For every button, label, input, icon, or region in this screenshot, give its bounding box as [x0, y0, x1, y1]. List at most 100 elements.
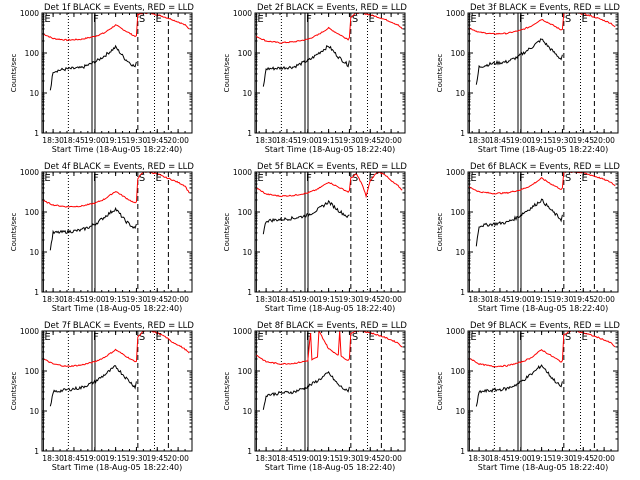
event-marker-label: E: [470, 173, 476, 184]
event-marker-label: E: [156, 173, 162, 184]
x-tick-label: 19:30: [339, 295, 361, 304]
y-tick-label: 1000: [446, 9, 465, 18]
series-lld-line: [256, 331, 403, 365]
event-marker-label: E: [257, 173, 263, 184]
y-tick-label: 10: [455, 89, 465, 98]
x-tick-label: 20:00: [380, 454, 402, 463]
x-tick-label: 19:45: [359, 454, 381, 463]
event-marker-label: E: [470, 332, 476, 343]
y-tick-label: 1000: [20, 327, 39, 336]
series-events-line: [49, 365, 137, 407]
x-tick-label: 19:00: [510, 136, 532, 145]
y-tick-label: 100: [451, 49, 466, 58]
x-tick-label: 18:45: [276, 454, 298, 463]
event-marker-label: F: [519, 332, 525, 343]
x-axis-label: Start Time (18-Aug-05 18:22:40): [265, 463, 396, 472]
y-axis-label: Counts/sec: [436, 372, 444, 411]
event-marker-label: F: [306, 332, 312, 343]
x-tick-label: 19:00: [297, 295, 319, 304]
y-tick-label: 100: [238, 367, 253, 376]
x-tick-label: 19:15: [531, 136, 553, 145]
x-tick-label: 20:00: [593, 454, 615, 463]
y-axis-label: Counts/sec: [10, 372, 18, 411]
x-tick-label: 19:30: [126, 454, 148, 463]
x-tick-label: 19:45: [359, 295, 381, 304]
x-tick-label: 18:30: [42, 136, 64, 145]
y-tick-label: 10: [242, 89, 252, 98]
plot-frame: [41, 171, 193, 293]
x-tick-label: 18:30: [255, 454, 277, 463]
series-lld-line: [43, 331, 190, 368]
event-marker-label: E: [470, 14, 476, 25]
plot-frame: [467, 12, 619, 134]
x-tick-label: 20:00: [380, 136, 402, 145]
x-tick-label: 18:30: [255, 136, 277, 145]
x-tick-label: 18:30: [42, 454, 64, 463]
event-marker-label: F: [93, 332, 99, 343]
x-tick-label: 19:30: [126, 136, 148, 145]
plot-frame: [254, 330, 406, 452]
event-marker-label: F: [519, 14, 525, 25]
panel-title: Det 8f BLACK = Events, RED = LLD: [257, 321, 407, 331]
y-tick-label: 10: [242, 248, 252, 257]
y-tick-label: 1000: [233, 327, 252, 336]
x-axis-label: Start Time (18-Aug-05 18:22:40): [265, 304, 396, 313]
plot-frame: [254, 12, 406, 134]
series-lld-line: [469, 331, 616, 368]
panel-title: Det 4f BLACK = Events, RED = LLD: [44, 162, 194, 172]
x-tick-label: 18:30: [468, 295, 490, 304]
x-tick-label: 20:00: [167, 136, 189, 145]
event-marker-label: E: [44, 173, 50, 184]
event-marker-label: S: [352, 14, 358, 25]
event-marker-label: E: [156, 332, 162, 343]
y-tick-label: 100: [25, 208, 40, 217]
y-tick-label: 10: [29, 248, 39, 257]
x-axis-label: Start Time (18-Aug-05 18:22:40): [478, 145, 609, 154]
event-marker-label: S: [139, 332, 145, 343]
event-marker-label: E: [257, 332, 263, 343]
y-axis-label: Counts/sec: [436, 213, 444, 252]
x-tick-label: 19:30: [339, 136, 361, 145]
event-marker-label: E: [582, 173, 588, 184]
y-tick-label: 100: [25, 367, 40, 376]
plot-frame: [467, 171, 619, 293]
event-marker-label: F: [306, 14, 312, 25]
plot-frame: [41, 330, 193, 452]
panel-title: Det 3f BLACK = Events, RED = LLD: [470, 3, 620, 13]
y-tick-label: 100: [451, 367, 466, 376]
y-tick-label: 100: [238, 208, 253, 217]
y-tick-label: 10: [455, 407, 465, 416]
event-marker-label: E: [44, 332, 50, 343]
y-tick-label: 100: [238, 49, 253, 58]
x-tick-label: 19:30: [339, 454, 361, 463]
event-marker-label: E: [44, 14, 50, 25]
y-axis-label: Counts/sec: [10, 54, 18, 93]
y-tick-label: 1: [34, 447, 39, 456]
event-marker-label: E: [369, 14, 375, 25]
y-axis-label: Counts/sec: [436, 54, 444, 93]
x-tick-label: 19:15: [318, 295, 340, 304]
x-tick-label: 19:45: [572, 136, 594, 145]
series-lld-line: [256, 172, 403, 199]
event-marker-label: F: [93, 14, 99, 25]
y-tick-label: 1: [247, 288, 252, 297]
y-tick-label: 1000: [20, 168, 39, 177]
x-axis-label: Start Time (18-Aug-05 18:22:40): [52, 463, 183, 472]
y-axis-label: Counts/sec: [223, 372, 231, 411]
event-marker-label: S: [352, 173, 358, 184]
y-tick-label: 1: [460, 129, 465, 138]
x-tick-label: 19:45: [146, 454, 168, 463]
event-marker-label: S: [565, 173, 571, 184]
plot-frame: [41, 12, 193, 134]
x-tick-label: 19:15: [531, 295, 553, 304]
y-tick-label: 1000: [20, 9, 39, 18]
x-tick-label: 19:15: [105, 295, 127, 304]
y-tick-label: 10: [455, 248, 465, 257]
